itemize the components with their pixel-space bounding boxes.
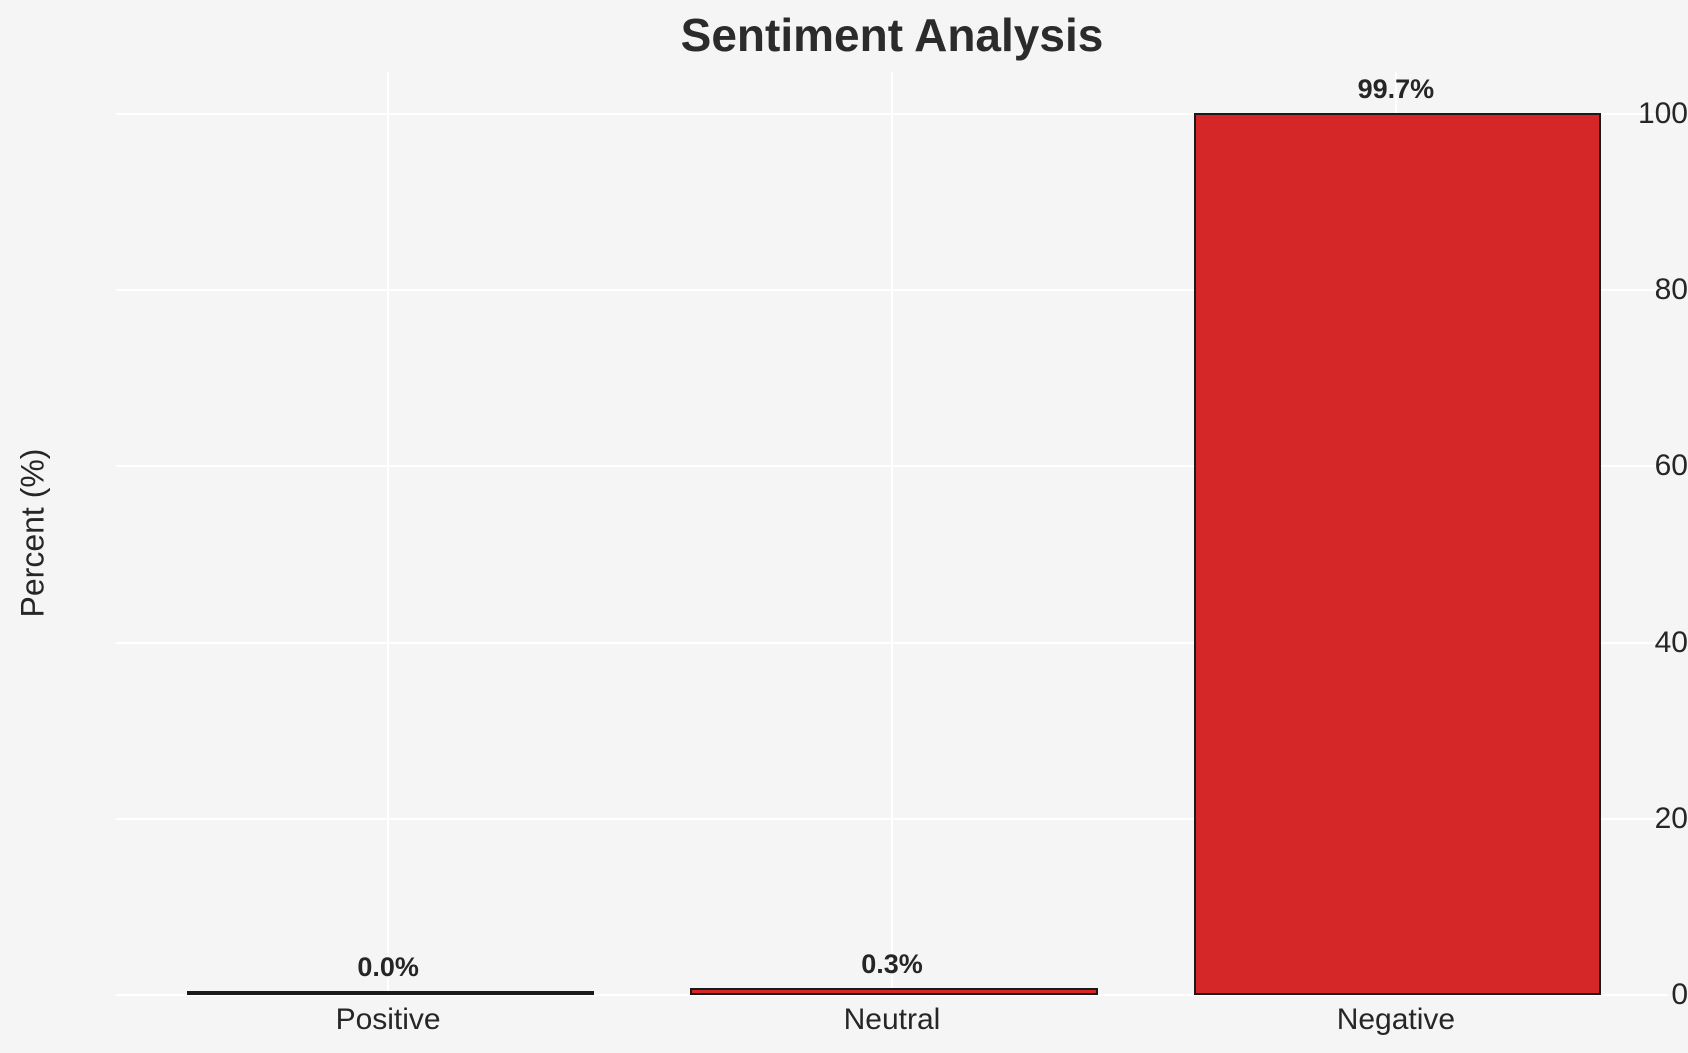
value-label-neutral: 0.3% [861,949,923,980]
gridline-y-60 [116,465,1668,468]
bar-neutral [690,988,1098,995]
value-label-negative: 99.7% [1357,73,1435,104]
y-tick-label-100: 100 [1637,97,1688,130]
gridline-x-neutral [891,72,893,995]
value-label-positive: 0.0% [357,952,419,982]
y-tick-label-40: 40 [1654,625,1688,659]
y-axis-label: Percent (%) [14,448,51,618]
y-tick-label-60: 60 [1654,449,1688,483]
chart-title: Sentiment Analysis [680,9,1104,61]
y-tick-label-0: 0 [1671,978,1688,1011]
bar-positive [186,991,594,995]
gridline-y-20 [116,817,1668,820]
y-tick-label-80: 80 [1654,273,1688,307]
x-tick-label-negative: Negative [1336,1003,1456,1036]
gridline-y-40 [116,641,1668,644]
x-tick-label-positive: Positive [335,1003,441,1036]
gridline-x-positive [387,72,390,995]
bar-negative [1194,112,1602,995]
gridline-y-80 [116,289,1668,292]
y-tick-label-20: 20 [1654,801,1688,835]
plot-area: 0.0% 0.3% 99.7% [116,72,1668,996]
gridline-y-0 [116,994,1668,996]
gridline-y-100 [116,113,1668,115]
x-tick-label-neutral: Neutral [843,1003,941,1036]
